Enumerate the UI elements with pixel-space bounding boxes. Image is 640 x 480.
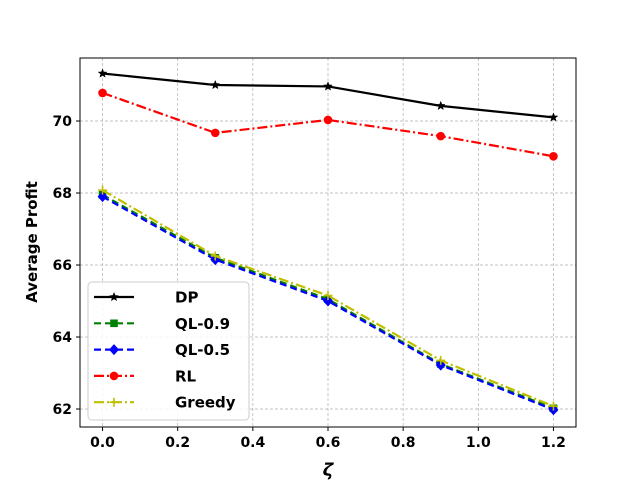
data-point-dp [435,100,446,111]
y-tick-label: 68 [53,186,72,202]
data-point-ql-0-5 [97,191,108,203]
legend-entries: DP QL-0.9 QL-0.5 RL Greedy [94,289,236,412]
series-greedy [98,185,558,411]
x-tick-label: 0.6 [316,435,341,451]
legend-label: Greedy [175,394,236,412]
y-tick-label: 62 [53,402,72,418]
x-tick-label: 1.0 [466,435,491,451]
legend-entry-rl: RL [94,367,197,385]
y-tick-label: 70 [53,114,73,130]
series-dp [97,68,559,122]
legend-label: RL [175,367,197,385]
legend-entry-ql-0-5: QL-0.5 [94,341,230,359]
series-line-ql-0-9 [102,193,554,410]
series-line-rl [102,91,554,158]
legend-marker [109,397,119,407]
data-point-rl [436,131,446,141]
data-point-rl [210,128,220,138]
data-point-dp [323,81,333,91]
data-point-greedy [98,185,108,195]
legend-entry-dp: DP [94,289,198,307]
data-point-dp [97,68,108,78]
legend-marker [110,319,118,328]
data-point-rl [98,88,107,98]
legend-label: QL-0.5 [175,341,230,359]
series-rl [98,88,558,161]
legend-box [87,281,250,421]
legend-entry-ql-0-9: QL-0.9 [94,315,230,333]
x-axis-label: ζ [323,460,335,480]
axis-ticks: 0.0 0.2 0.4 0.6 0.8 1.0 1.2 62 64 66 68 70 [53,114,566,451]
legend-marker [109,291,119,302]
legend-marker [109,371,119,381]
data-point-rl [323,115,333,125]
x-tick-label: 0.4 [240,435,265,451]
data-point-dp [548,112,559,122]
y-tick-label: 64 [53,330,73,346]
data-point-greedy [548,401,558,411]
x-tick-label: 1.2 [541,435,566,451]
y-tick-label: 66 [53,258,72,274]
x-tick-label: 0.0 [90,435,115,451]
legend-label: QL-0.9 [175,315,230,333]
series-line-greedy [101,189,554,408]
data-point-greedy [436,355,446,365]
series-lines [97,68,559,416]
series-line-ql-0-5 [102,195,554,411]
data-point-dp [210,79,221,90]
data-point-rl [549,151,558,161]
data-point-greedy [323,291,333,301]
y-axis-label: Average Profit [23,181,41,303]
data-point-greedy [210,251,220,261]
x-tick-label: 0.2 [165,435,190,451]
legend-entry-greedy: Greedy [94,394,236,412]
legend: DP QL-0.9 QL-0.5 RL Greedy [87,281,250,421]
legend-label: DP [175,289,198,307]
legend-marker [109,344,119,356]
x-tick-label: 0.8 [391,435,416,451]
